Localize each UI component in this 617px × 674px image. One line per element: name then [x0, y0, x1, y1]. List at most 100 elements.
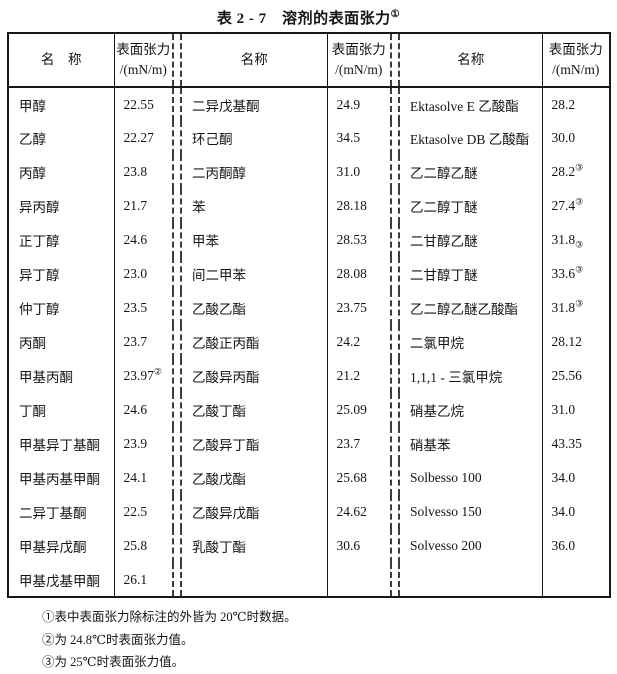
solvent-name-cell [399, 563, 543, 597]
double-rule-separator [390, 427, 400, 461]
header-name-3: 名称 [399, 33, 543, 88]
table-row: 甲基丙基甲酮 24.1 乙酸戊酯 25.68 Solbesso 100 34.0 [8, 461, 610, 495]
tension-value-cell: 31.8③ [551, 298, 584, 315]
table-row: 异丙醇 21.7 苯 28.18 乙二醇丁醚 27.4③ [8, 189, 610, 223]
tension-value-cell: 22.55 [123, 96, 154, 112]
solvent-name-cell: 硝基苯 [399, 427, 543, 461]
table-row: 丙酮 23.7 乙酸正丙酯 24.2 二氯甲烷 28.12 [8, 325, 610, 359]
solvent-name-cell: 二异戊基酮 [181, 87, 328, 121]
double-rule-separator [390, 257, 400, 291]
solvent-name-cell: Solvesso 150 [399, 495, 543, 529]
tension-value-cell: 34.0 [551, 504, 576, 519]
tension-value-cell: 23.5 [123, 300, 148, 315]
double-rule-separator [172, 189, 182, 223]
solvent-name-cell: 二甘醇乙醚 [399, 223, 543, 257]
tension-value-cell: 23.97② [123, 366, 162, 383]
table-body: 甲醇 22.55 二异戊基酮 24.9 Ektasolve E 乙酸酯 28.2 乙醇 22.… [8, 87, 610, 597]
table-row: 丙醇 23.8 二丙酮醇 31.0 乙二醇乙醚 28.2③ [8, 155, 610, 189]
solvent-name-cell: Ektasolve DB 乙酸酯 [399, 121, 543, 155]
double-rule-separator [390, 223, 400, 257]
tension-value-cell: 24.1 [123, 470, 148, 485]
tension-value-cell [327, 563, 391, 597]
double-rule-separator [172, 393, 182, 427]
solvent-name-cell: 甲基戊基甲酮 [8, 563, 115, 597]
solvent-name-cell: 甲基丙基甲酮 [8, 461, 115, 495]
tension-value-cell: 24.2 [336, 334, 361, 349]
tension-value-cell: 34.5 [336, 130, 361, 145]
header-tension-unit: /(mN/m) [119, 62, 167, 77]
table-row: 二异丁基酮 22.5 乙酸异戊酯 24.62 Solvesso 150 34.0 [8, 495, 610, 529]
double-rule-separator [172, 529, 182, 563]
tension-value-cell: 22.27 [123, 130, 154, 145]
double-rule-separator [390, 325, 400, 359]
table-row: 甲基异丁基酮 23.9 乙酸异丁酯 23.7 硝基苯 43.35 [8, 427, 610, 461]
table-row: 正丁醇 24.6 甲苯 28.53 二甘醇乙醚 31.8③ [8, 223, 610, 257]
double-rule-separator [390, 495, 400, 529]
tension-value-cell [542, 563, 610, 597]
solvent-name-cell: Solbesso 100 [399, 461, 543, 495]
header-tension-label: 表面张力 [116, 41, 171, 57]
double-rule-separator [172, 33, 182, 88]
footnote-2: ②为 24.8℃时表面张力值。 [42, 632, 194, 647]
tension-value-cell: 31.0 [551, 402, 576, 417]
double-rule-separator [172, 495, 182, 529]
table-row: 甲基丙酮 23.97② 乙酸异丙酯 21.2 1,1,1 - 三氯甲烷 25.56 [8, 359, 610, 393]
footnotes: ①表中表面张力除标注的外皆为 20℃时数据。 ②为 24.8℃时表面张力值。 ③… [0, 606, 617, 674]
header-name-1: 名 称 [8, 33, 115, 88]
tension-value-cell: 23.7 [123, 334, 148, 349]
header-tension-unit: /(mN/m) [552, 62, 600, 77]
table-row: 异丁醇 23.0 间二甲苯 28.08 二甘醇丁醚 33.6③ [8, 257, 610, 291]
tension-value-cell: 24.6 [123, 232, 148, 247]
tension-value-cell: 28.12 [551, 334, 582, 349]
tension-value-cell: 28.2 [551, 96, 576, 112]
double-rule-separator [390, 189, 400, 223]
double-rule-separator [172, 87, 182, 121]
tension-value-cell: 23.0 [123, 266, 148, 281]
table-row: 甲基异戊酮 25.8 乳酸丁酯 30.6 Solvesso 200 36.0 [8, 529, 610, 563]
tension-value-cell: 25.09 [336, 402, 367, 417]
solvent-name-cell: 硝基乙烷 [399, 393, 543, 427]
header-tension-unit: /(mN/m) [335, 62, 383, 77]
tension-value-cell: 28.08 [336, 266, 367, 281]
double-rule-separator [172, 359, 182, 393]
double-rule-separator [390, 563, 400, 597]
double-rule-separator [172, 257, 182, 291]
double-rule-separator [172, 563, 182, 597]
tension-value-cell: 21.2 [336, 368, 361, 383]
tension-value-cell: 24.62 [336, 504, 367, 519]
tension-value-cell: 24.6 [123, 402, 148, 417]
header-name-2: 名称 [181, 33, 328, 88]
solvent-name-cell: 二异丁基酮 [8, 495, 115, 529]
solvent-name-cell: 间二甲苯 [181, 257, 328, 291]
tension-value-cell: 23.8 [123, 164, 148, 179]
solvent-name-cell: 二氯甲烷 [399, 325, 543, 359]
tension-value-cell: 28.2③ [551, 162, 584, 179]
header-tension-label: 表面张力 [331, 41, 386, 57]
solvent-name-cell: 乙酸异戊酯 [181, 495, 328, 529]
header-row: 名 称 表面张力 /(mN/m) 名称 表面张力 /(mN/m) 名称 表面张力… [8, 33, 610, 88]
double-rule-separator [172, 325, 182, 359]
solvent-name-cell: 乙醇 [8, 121, 115, 155]
double-rule-separator [390, 87, 400, 121]
solvent-name-cell: 异丁醇 [8, 257, 115, 291]
header-tension-2: 表面张力 /(mN/m) [327, 33, 391, 88]
tension-value-cell: 27.4③ [551, 196, 584, 213]
solvent-name-cell: 丙醇 [8, 155, 115, 189]
table-title: 表 2 - 7 溶剂的表面张力① [0, 7, 617, 28]
solvent-name-cell: 乙酸乙酯 [181, 291, 328, 325]
tension-value-cell: 33.6③ [551, 264, 584, 281]
solvent-name-cell: 乳酸丁酯 [181, 529, 328, 563]
solvent-name-cell: 甲基丙酮 [8, 359, 115, 393]
solvent-name-cell: 乙酸丁酯 [181, 393, 328, 427]
table-row: 甲醇 22.55 二异戊基酮 24.9 Ektasolve E 乙酸酯 28.2 [8, 87, 610, 121]
solvent-name-cell: 乙二醇丁醚 [399, 189, 543, 223]
tension-value-cell: 25.68 [336, 470, 367, 485]
solvent-name-cell: 二甘醇丁醚 [399, 257, 543, 291]
header-tension-label: 表面张力 [548, 41, 603, 57]
double-rule-separator [390, 359, 400, 393]
tension-value-cell: 36.0 [551, 538, 576, 553]
tension-value-cell: 31.0 [336, 164, 361, 179]
double-rule-separator [172, 461, 182, 495]
table-title-footnote-mark: ① [390, 9, 401, 20]
solvent-name-cell: 甲基异丁基酮 [8, 427, 115, 461]
